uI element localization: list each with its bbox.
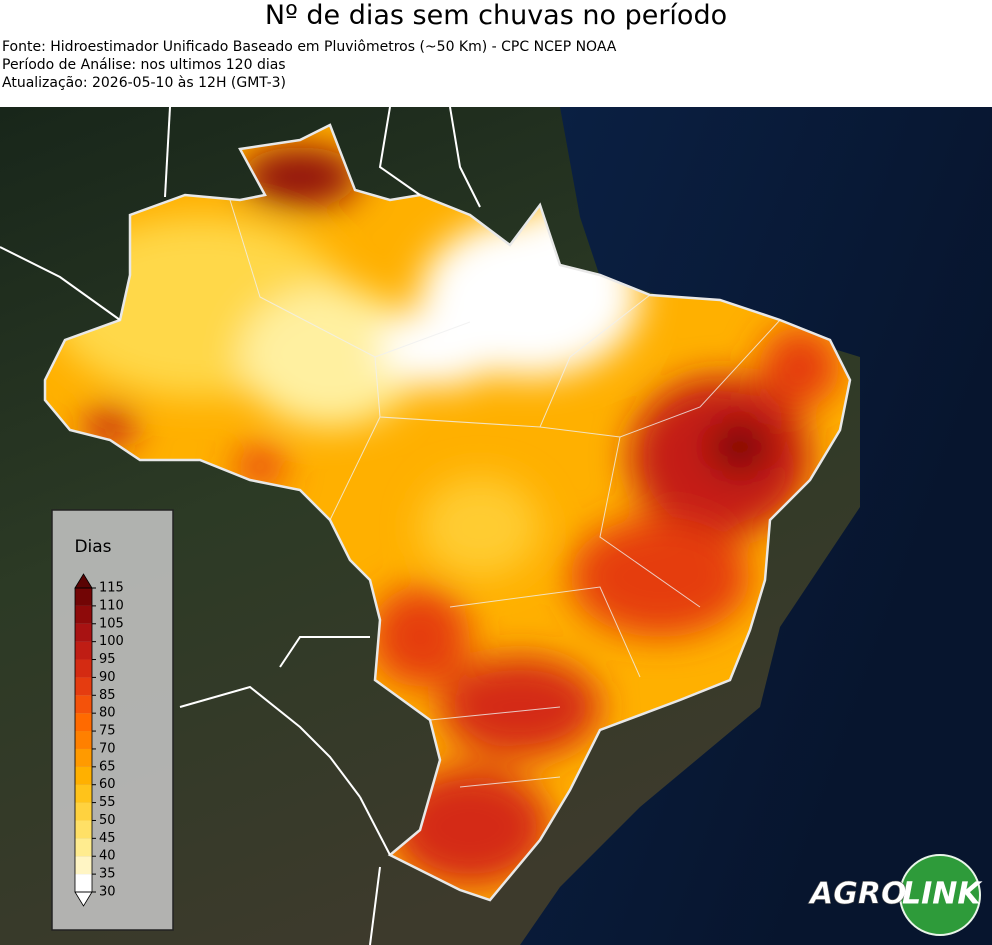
colorbar-tick-label: 70 [99, 741, 116, 756]
legend-title: Dias [74, 537, 111, 557]
colorbar-segment [75, 588, 92, 606]
country-borders [0, 107, 481, 945]
colorbar-tick-label: 55 [99, 795, 116, 810]
colorbar-tick-label: 50 [99, 813, 116, 828]
colorbar-segment [75, 766, 92, 785]
colorbar-tick-label: 105 [99, 616, 124, 631]
colorbar-tick-label: 80 [99, 706, 116, 721]
logo-left: AGRO [808, 877, 906, 912]
colorbar-tick-label: 45 [99, 831, 116, 846]
logo-badge [899, 854, 981, 936]
colorbar-segment [75, 659, 92, 678]
colorbar-tick-label: 75 [99, 724, 116, 739]
colorbar-segment [75, 641, 92, 660]
colorbar-segment [75, 748, 92, 767]
map-title: Nº de dias sem chuvas no período [264, 0, 728, 31]
colorbar-segment [75, 695, 92, 714]
colorbar-tick-label: 110 [99, 598, 124, 613]
legend: Dias 30 35 40 45 50 55 60 65 70 75 80 85 90 95 100 105 1… [51, 509, 174, 931]
colorbar-tick-label: 90 [99, 670, 116, 685]
colorbar-tick-label: 40 [99, 849, 116, 864]
colorbar-segment [75, 838, 92, 857]
colorbar-tick-label: 100 [99, 634, 124, 649]
state-borders [229, 199, 781, 788]
colorbar-segment [75, 820, 92, 839]
legend-box [51, 509, 174, 931]
colorbar-frame [74, 587, 93, 893]
colorbar-segment [75, 677, 92, 696]
update-line: Atualização: 2026-05-10 às 12H (GMT-3) [2, 75, 286, 91]
colorbar-tick-label: 95 [99, 652, 116, 667]
colorbar-tick-label: 65 [99, 759, 116, 774]
period-line: Período de Análise: nos ultimos 120 dias [2, 57, 286, 73]
colorbar-segment [75, 605, 92, 624]
colorbar-tick-label: 115 [99, 581, 124, 596]
colorbar-segment [75, 784, 92, 803]
colorbar-tick-label: 35 [99, 867, 116, 882]
colorbar-segment [75, 713, 92, 732]
colorbar-segment [75, 802, 92, 821]
colorbar-segment [75, 856, 92, 875]
logo: AGRO LINK [808, 854, 983, 936]
colorbar-tick-label: 30 [99, 885, 116, 900]
map: Dias 30 35 40 45 50 55 60 65 70 75 80 85 90 95 100 105 1… [0, 107, 992, 945]
colorbar-tick-label: 60 [99, 777, 116, 792]
logo-right: LINK [902, 877, 983, 912]
colorbar-segment [75, 623, 92, 642]
colorbar-segment [75, 731, 92, 749]
source-line: Fonte: Hidroestimador Unificado Baseado … [2, 39, 617, 55]
colorbar-segment [75, 874, 92, 892]
colorbar-tick-label: 85 [99, 688, 116, 703]
